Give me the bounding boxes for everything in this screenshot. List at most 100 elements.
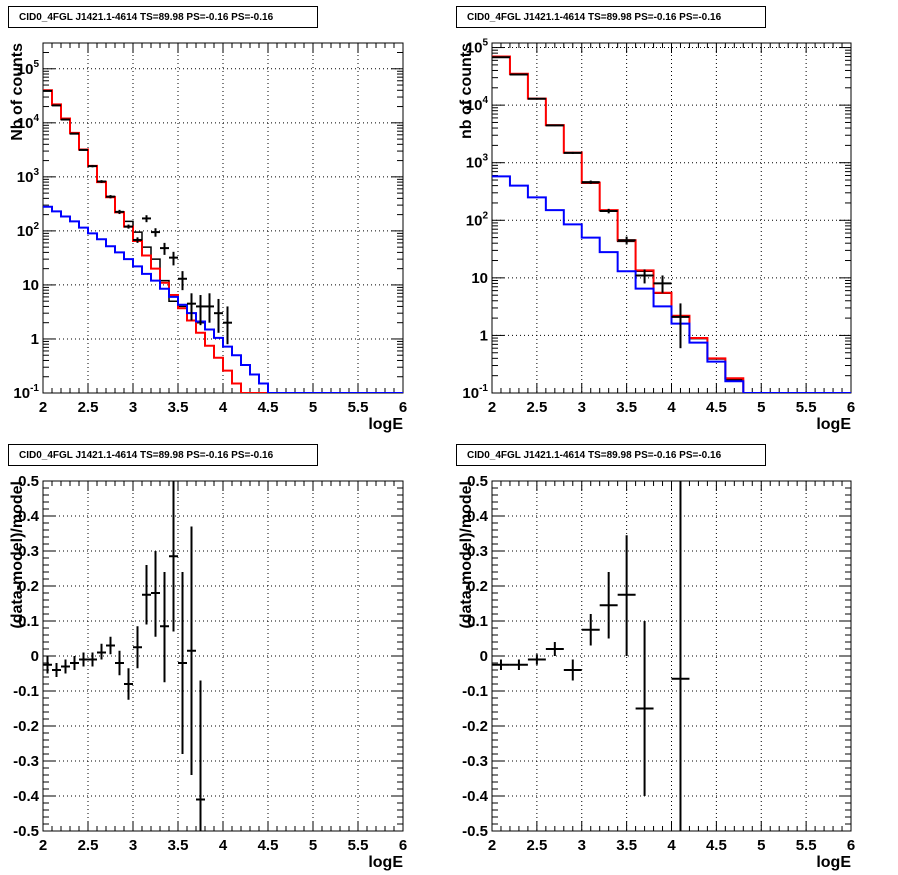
y-tick-label: -0.1 [13,683,39,700]
x-tick-label: 4.5 [706,837,727,854]
residual-point [142,565,151,625]
x-tick-label: 6 [847,837,855,854]
y-tick-label: 0.5 [467,473,488,490]
histogram-series-1 [492,55,851,393]
residual-point [160,572,169,683]
x-tick-label: 4 [667,837,676,854]
y-tick-label: 105 [466,38,489,57]
y-tick-label: 10-1 [13,383,39,402]
y-tick-label: 0.4 [18,508,40,525]
x-tick-label: 4.5 [258,837,279,854]
y-tick-label: 104 [17,113,40,132]
data-point [61,118,70,121]
y-axis-label: (data-model)/model [458,481,475,629]
y-tick-label: -0.3 [13,753,39,770]
x-tick-label: 2 [39,837,47,854]
x-axis-label: logE [368,854,403,871]
residual-point [70,656,79,670]
data-point [509,73,528,76]
x-tick-label: 3 [129,399,137,416]
residual-point [527,654,546,665]
x-tick-label: 2 [488,399,496,416]
data-point [52,104,61,107]
y-tick-label: -0.5 [462,823,488,840]
y-tick-label: -0.1 [462,683,488,700]
data-point [124,224,133,229]
plot-area [43,481,205,831]
data-point [223,306,232,345]
data-point [142,215,151,223]
x-tick-label: 5 [757,837,765,854]
y-tick-label: -0.3 [462,753,488,770]
residual-point [196,680,205,831]
residual-point [671,481,690,831]
data-point [88,164,97,168]
data-point [214,298,223,333]
data-point [106,195,115,199]
data-point [115,209,124,215]
residual-point [61,659,70,674]
residual-point [115,650,124,676]
residual-point [635,621,654,796]
x-tick-label: 5.5 [796,837,817,854]
x-tick-label: 6 [399,837,407,854]
x-tick-label: 5 [309,837,317,854]
data-point [545,124,564,127]
x-tick-label: 4 [219,399,228,416]
x-tick-label: 2.5 [526,837,547,854]
y-tick-label: 0 [31,648,39,665]
y-tick-label: -0.5 [13,823,39,840]
y-tick-label: 104 [466,95,489,114]
x-tick-label: 5.5 [348,399,369,416]
residual-point [178,572,187,754]
x-tick-label: 5 [309,399,317,416]
residual-point [88,652,97,667]
x-tick-label: 4.5 [706,399,727,416]
residual-point [563,659,582,681]
data-point [169,251,178,266]
chart-1: 2 2.5 3 3.5 4 4.5 5 5.5 6 10-1 1 10 102 103 104 105 logE… [9,42,407,433]
data-point [653,275,672,293]
chart-title: CID0_4FGL J1421.1-4614 TS=89.98 PS=-0.16… [456,6,766,28]
x-axis-label: logE [368,416,403,433]
y-tick-label: 10 [22,277,39,294]
chart-2: 2 2.5 3 3.5 4 4.5 5 5.5 6 10-1 1 10 102 103 104 105 logE… [458,38,855,433]
y-tick-label: 1 [480,327,488,344]
residual-point [133,626,142,669]
y-tick-label: -0.4 [13,788,40,805]
y-tick-label: 102 [466,210,489,229]
data-point [97,180,106,183]
y-tick-label: 103 [466,153,489,172]
data-point [599,208,618,214]
x-tick-label: 2.5 [78,837,99,854]
x-tick-label: 5 [757,399,765,416]
data-point [187,293,196,321]
data-point [527,97,546,100]
chart-title: CID0_4FGL J1421.1-4614 TS=89.98 PS=-0.16… [8,6,318,28]
y-tick-label: 0.1 [467,613,488,630]
data-point [563,151,582,154]
x-tick-label: 6 [399,399,407,416]
x-tick-label: 2.5 [78,399,99,416]
histogram-series-3 [43,90,205,324]
x-tick-label: 5.5 [348,837,369,854]
x-tick-label: 3.5 [168,837,189,854]
y-tick-label: 10-1 [462,383,488,402]
residual-point [79,652,88,667]
y-tick-label: 103 [17,167,40,186]
y-tick-label: 105 [17,59,40,78]
y-tick-label: 0 [480,648,488,665]
residual-point [492,659,510,670]
x-tick-label: 3 [578,837,586,854]
y-tick-label: 0.3 [18,543,39,560]
y-tick-label: 0.2 [18,578,39,595]
data-point [617,236,636,245]
data-point [70,132,79,135]
x-tick-label: 4 [219,837,228,854]
x-tick-label: 4 [667,399,676,416]
data-point [196,295,205,326]
data-point [151,228,160,237]
residual-point [545,642,564,656]
chart-4: 2 2.5 3 3.5 4 4.5 5 5.5 6 -0.5 -0.4 -0.3 -0.2 -0.1 0 0.… [458,473,855,871]
y-axis-label: nb of counts [458,43,475,139]
